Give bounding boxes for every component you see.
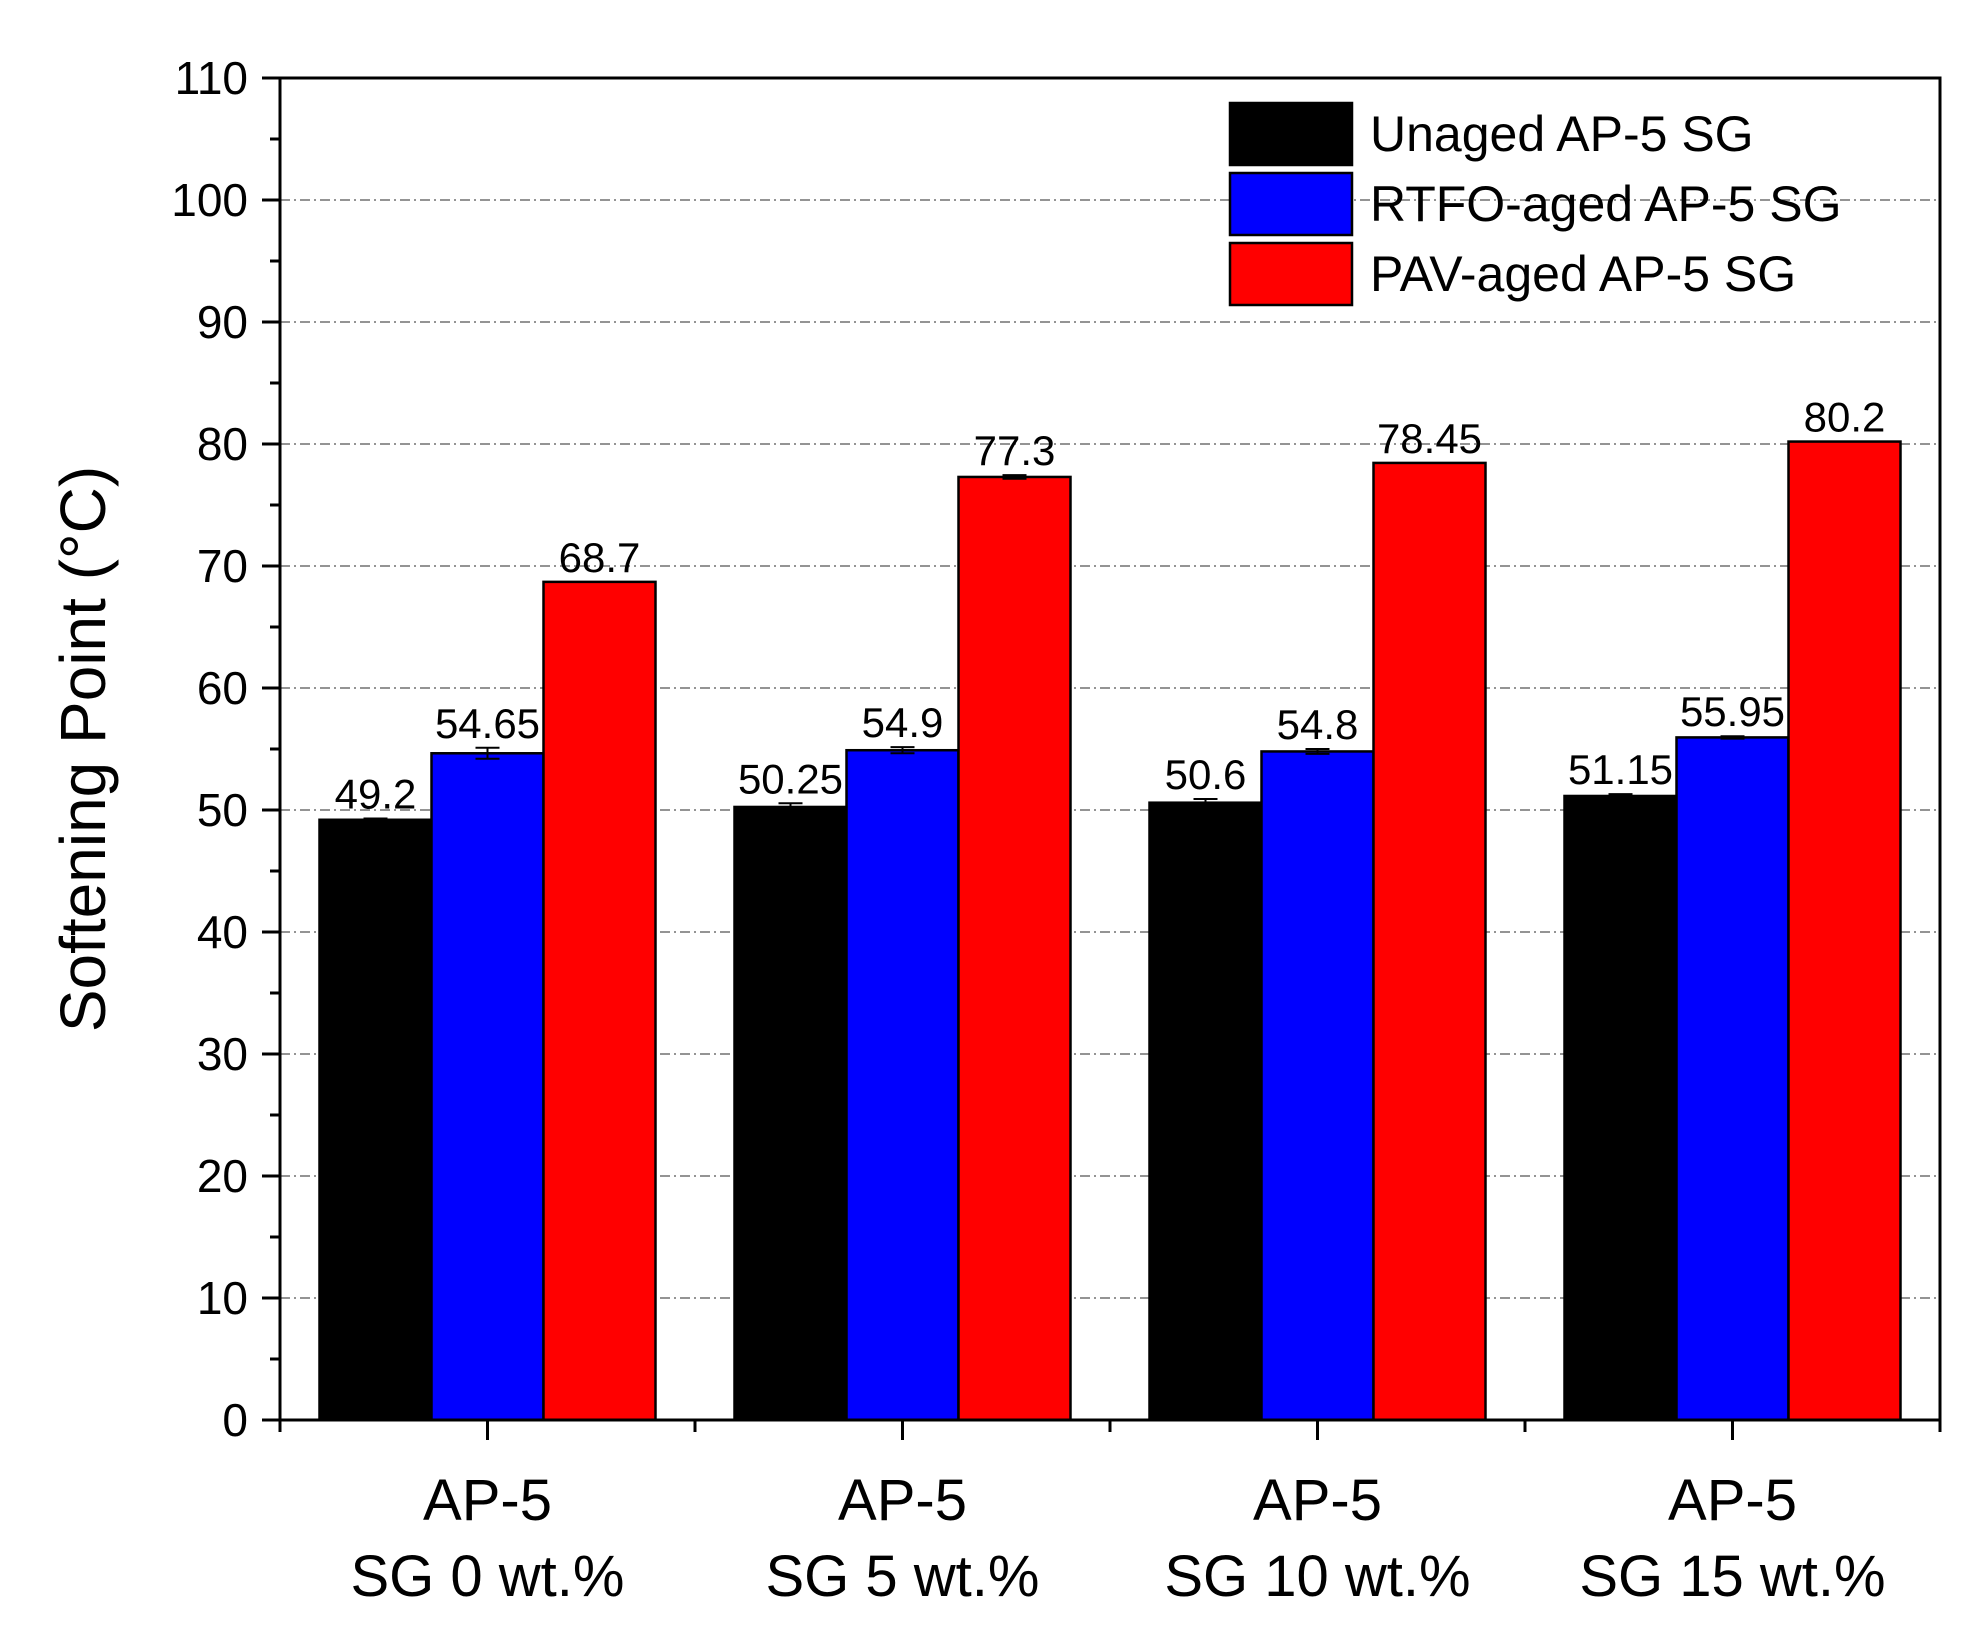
data-label: 77.3 — [974, 427, 1056, 474]
x-axis-ticks: AP-5 SG 0 wt.% AP-5 SG 5 wt.% AP-5 SG 10 wt.%… — [278, 1420, 1942, 1609]
data-label: 54.8 — [1277, 701, 1359, 748]
bar — [733, 805, 848, 1422]
data-label: 50.6 — [1165, 751, 1247, 798]
x-category-label: AP-5 — [838, 1468, 967, 1533]
x-category-label: SG 10 wt.% — [1164, 1544, 1470, 1609]
y-tick-label: 10 — [197, 1272, 248, 1324]
bar — [1148, 801, 1263, 1422]
y-tick-label: 90 — [197, 296, 248, 348]
data-label: 49.2 — [335, 771, 417, 818]
legend: Unaged AP-5 SG RTFO-aged AP-5 SG PAV-aged … — [1228, 101, 1841, 307]
data-label: 54.65 — [435, 700, 540, 747]
data-label: 54.9 — [862, 699, 944, 746]
x-category-label: AP-5 — [1253, 1468, 1382, 1533]
bar — [1675, 736, 1790, 1422]
data-label: 68.7 — [559, 534, 641, 581]
y-tick-label: 50 — [197, 784, 248, 836]
legend-swatch — [1228, 241, 1354, 307]
data-labels: 49.2 54.65 68.7 50.25 54.9 77.3 50.6 54.8 78.45 5… — [335, 394, 1886, 818]
y-tick-label: 30 — [197, 1028, 248, 1080]
y-axis-title: Softening Point (°C) — [47, 466, 119, 1032]
y-tick-label: 80 — [197, 418, 248, 470]
legend-swatch — [1228, 101, 1354, 167]
bar — [542, 580, 657, 1422]
y-tick-label: 0 — [222, 1394, 248, 1446]
legend-label: Unaged AP-5 SG — [1370, 106, 1754, 162]
legend-swatch — [1228, 171, 1354, 237]
data-label: 55.95 — [1680, 688, 1785, 735]
bar — [845, 748, 960, 1422]
y-tick-label: 100 — [171, 174, 248, 226]
data-label: 80.2 — [1804, 394, 1886, 441]
y-tick-label: 110 — [175, 52, 248, 104]
bar — [318, 818, 433, 1422]
y-tick-label: 40 — [197, 906, 248, 958]
y-tick-label: 70 — [197, 540, 248, 592]
x-category-label: AP-5 — [1668, 1468, 1797, 1533]
bar — [1563, 794, 1678, 1422]
y-tick-label: 20 — [197, 1150, 248, 1202]
y-axis-ticks: 0 10 20 30 40 50 60 70 80 90 100 110 — [171, 52, 280, 1446]
x-category-label: SG 0 wt.% — [351, 1544, 625, 1609]
bar — [1372, 461, 1487, 1422]
bar — [1260, 750, 1375, 1422]
legend-label: RTFO-aged AP-5 SG — [1370, 176, 1841, 232]
bar — [957, 475, 1072, 1422]
bars — [318, 440, 1902, 1422]
bar — [430, 752, 545, 1422]
x-category-label: AP-5 — [423, 1468, 552, 1533]
x-category-label: SG 15 wt.% — [1579, 1544, 1885, 1609]
error-bars — [363, 474, 1745, 822]
y-tick-label: 60 — [197, 662, 248, 714]
bar — [1787, 440, 1902, 1422]
x-category-label: SG 5 wt.% — [766, 1544, 1040, 1609]
data-label: 50.25 — [738, 755, 843, 802]
data-label: 51.15 — [1568, 746, 1673, 793]
legend-label: PAV-aged AP-5 SG — [1370, 246, 1796, 302]
data-label: 78.45 — [1377, 415, 1482, 462]
